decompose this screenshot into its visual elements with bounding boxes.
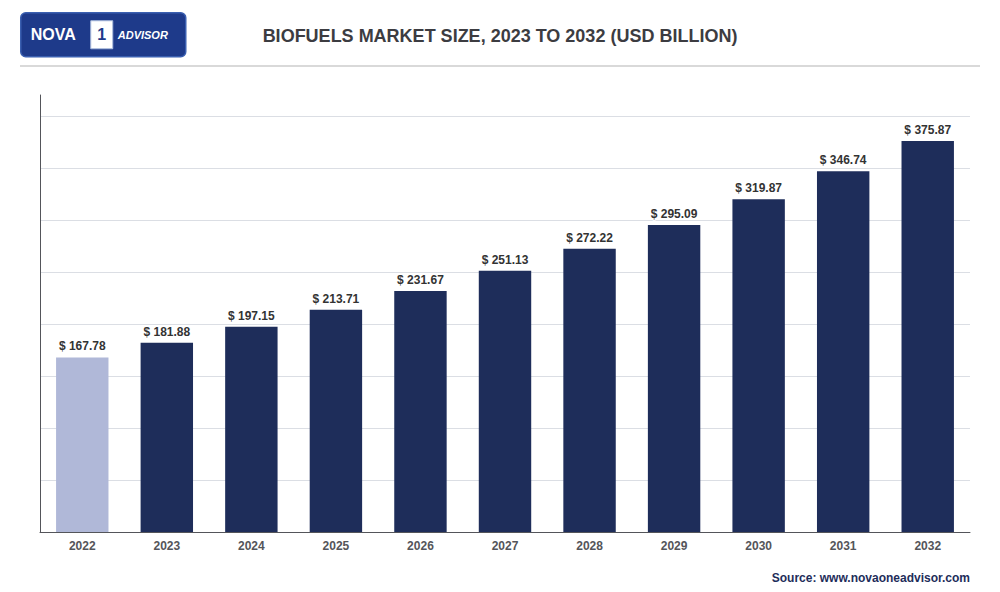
svg-text:NOVA: NOVA: [31, 26, 76, 43]
svg-text:ADVISOR: ADVISOR: [117, 29, 168, 41]
svg-text:$ 197.15: $ 197.15: [228, 309, 275, 323]
svg-text:2032: 2032: [914, 539, 941, 553]
svg-text:2031: 2031: [830, 539, 857, 553]
svg-text:$ 295.09: $ 295.09: [651, 207, 698, 221]
svg-text:$ 231.67: $ 231.67: [397, 273, 444, 287]
svg-text:2023: 2023: [153, 539, 180, 553]
svg-text:2022: 2022: [69, 539, 96, 553]
svg-text:2024: 2024: [238, 539, 265, 553]
svg-text:BIOFUELS MARKET SIZE, 2023 TO: BIOFUELS MARKET SIZE, 2023 TO 2032 (USD …: [263, 26, 738, 46]
svg-text:1: 1: [97, 26, 106, 43]
svg-text:$ 167.78: $ 167.78: [59, 339, 106, 353]
svg-text:$ 346.74: $ 346.74: [820, 153, 867, 167]
svg-text:2030: 2030: [745, 539, 772, 553]
svg-text:2029: 2029: [661, 539, 688, 553]
svg-text:$ 375.87: $ 375.87: [904, 123, 951, 137]
svg-text:2028: 2028: [576, 539, 603, 553]
svg-text:$ 213.71: $ 213.71: [313, 292, 360, 306]
svg-text:$ 251.13: $ 251.13: [482, 253, 529, 267]
svg-text:2025: 2025: [323, 539, 350, 553]
svg-text:$ 272.22: $ 272.22: [566, 231, 613, 245]
svg-text:2026: 2026: [407, 539, 434, 553]
svg-text:$ 181.88: $ 181.88: [143, 325, 190, 339]
svg-text:$ 319.87: $ 319.87: [735, 181, 782, 195]
svg-text:2027: 2027: [492, 539, 519, 553]
svg-text:Source: www.novaoneadvisor.com: Source: www.novaoneadvisor.com: [772, 571, 970, 585]
